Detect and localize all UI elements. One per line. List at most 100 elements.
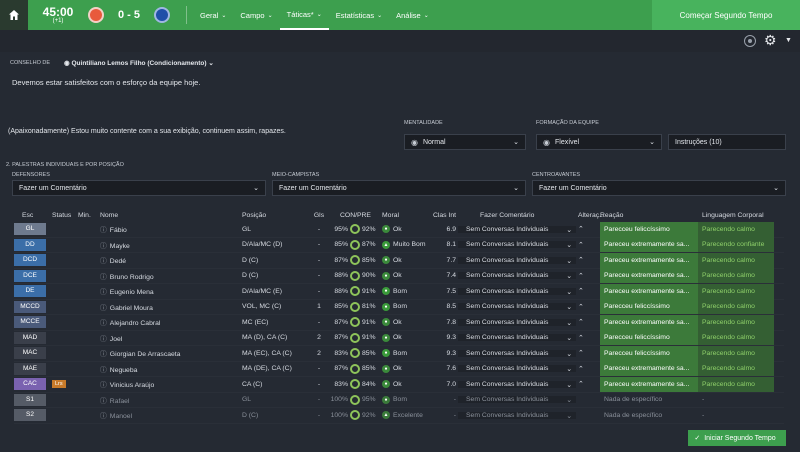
position-badge[interactable]: MAE — [14, 362, 46, 375]
table-row[interactable]: MCCD ⓘ Gabriel Moura VOL, MC (C) 1 85% 81% ● Bom… — [14, 299, 784, 315]
position-badge[interactable]: MCCD — [14, 300, 46, 313]
advisor-select[interactable]: ◉ Quintiliano Lemos Filho (Condicionamen… — [64, 59, 214, 67]
comment-select[interactable]: Sem Conversas Individuais ⌄ — [458, 380, 576, 389]
table-row[interactable]: MAE ⓘ Negueba MA (DE), CA (C) -87% 85% ● Ok 7.6 S… — [14, 361, 784, 377]
table-row[interactable]: MAD ⓘ Joel MA (D), CA (C) 2 87% 91% ● Ok 9.3 Sem C… — [14, 330, 784, 346]
table-row[interactable]: S2 ⓘ Manoel D (C) -100% 92% ▲ Excelente - Sem Con… — [14, 408, 784, 424]
player-name[interactable]: Giorgian De Arrascaeta — [109, 351, 181, 359]
comment-select[interactable]: Sem Conversas Individuais ⌄ — [458, 396, 576, 404]
position-badge[interactable]: DCD — [14, 254, 46, 267]
cell-posicao: VOL, MC (C) — [242, 303, 282, 311]
player-name[interactable]: Gabriel Moura — [109, 304, 153, 312]
table-row[interactable]: DE ⓘ Eugenio Mena D/Ala/MC (E) -88% 91% ● Bom 7.… — [14, 283, 784, 300]
info-icon[interactable]: ⓘ — [100, 413, 107, 421]
defenders-comment-select[interactable]: Fazer um Comentário ⌄ — [12, 180, 266, 196]
comment-select[interactable]: Sem Conversas Individuais ⌄ — [458, 303, 576, 311]
record-icon[interactable] — [744, 35, 756, 47]
info-icon[interactable]: ⓘ — [100, 227, 107, 235]
comment-select[interactable]: Sem Conversas Individuais ⌄ — [458, 287, 576, 296]
col-clas[interactable]: Clas Int — [432, 211, 456, 219]
info-icon[interactable]: ⓘ — [100, 289, 107, 297]
chevron-down-icon[interactable]: ▼ — [785, 37, 792, 44]
col-nome[interactable]: Nome — [100, 211, 119, 219]
change-icon: ⌃ — [578, 350, 584, 358]
position-badge[interactable]: S1 — [14, 393, 46, 406]
instructions-button[interactable]: Instruções (10) — [668, 134, 786, 150]
midfielders-comment-select[interactable]: Fazer um Comentário ⌄ — [272, 180, 526, 196]
col-status[interactable]: Status — [52, 211, 72, 219]
table-row[interactable]: MCCE ⓘ Alejandro Cabral MC (EC) -87% 91% ● Ok 7.… — [14, 314, 784, 331]
info-icon[interactable]: ⓘ — [100, 335, 107, 343]
col-reacao[interactable]: Reação — [600, 211, 624, 219]
info-icon[interactable]: ⓘ — [100, 242, 107, 250]
info-icon[interactable]: ⓘ — [100, 397, 107, 405]
player-name[interactable]: Mayke — [109, 242, 130, 250]
player-name[interactable]: Negueba — [109, 366, 138, 374]
comment-select[interactable]: Sem Conversas Individuais ⌄ — [458, 318, 576, 327]
col-con[interactable]: CON/PRE — [340, 211, 371, 219]
home-button[interactable] — [0, 0, 28, 30]
table-row[interactable]: DD ⓘ Mayke D/Ala/MC (D) -85% 87% ▲ Muito Bom 8.1… — [14, 237, 784, 253]
player-name[interactable]: Eugenio Mena — [109, 289, 154, 297]
nav-campo[interactable]: Campo ⌄ — [233, 0, 279, 30]
mentality-select[interactable]: ◉ Normal ⌄ — [404, 134, 526, 150]
info-icon[interactable]: ⓘ — [100, 351, 107, 359]
nav-taticas[interactable]: Táticas* ⌄ — [279, 0, 329, 30]
table-row[interactable]: DCD ⓘ Dedé D (C) -87% 85% ● Ok 7.7 Sem Conversas … — [14, 252, 784, 269]
table-row[interactable]: S1 ⓘ Rafael GL -100% 95% ● Bom - Sem Conversas In… — [14, 393, 784, 408]
cell-reacao: Parecceu feliccíssimo — [600, 221, 698, 237]
position-badge[interactable]: S2 — [14, 409, 46, 422]
comment-select[interactable]: Sem Conversas Individuais ⌄ — [458, 349, 576, 358]
position-badge[interactable]: DCE — [14, 269, 46, 282]
info-icon[interactable]: ⓘ — [100, 273, 107, 281]
info-icon[interactable]: ⓘ — [100, 382, 107, 390]
col-esc[interactable]: Esc — [22, 211, 34, 219]
comment-select[interactable]: Sem Conversas Individuais ⌄ — [458, 272, 576, 280]
position-badge[interactable]: MAD — [14, 331, 46, 344]
player-name[interactable]: Rafael — [109, 397, 130, 405]
comment-select[interactable]: Sem Conversas Individuais ⌄ — [458, 256, 576, 265]
info-icon[interactable]: ⓘ — [100, 320, 107, 328]
nav-geral[interactable]: Geral ⌄ — [193, 0, 233, 30]
player-name[interactable]: Dedé — [109, 258, 127, 266]
info-icon[interactable]: ⓘ — [100, 366, 107, 374]
player-name[interactable]: Manoel — [109, 413, 133, 421]
position-badge[interactable]: MAC — [14, 347, 46, 360]
comment-select[interactable]: Sem Conversas Individuais ⌄ — [458, 411, 576, 420]
comment-select[interactable]: Sem Conversas Individuais ⌄ — [458, 241, 576, 249]
position-badge[interactable]: CAC — [14, 378, 46, 391]
player-name[interactable]: Joel — [109, 335, 123, 343]
formation-select[interactable]: ◉ Flexível ⌄ — [536, 134, 662, 150]
position-badge[interactable]: DE — [14, 285, 46, 298]
col-fazer[interactable]: Fazer Comentário — [480, 211, 535, 219]
table-row[interactable]: MAC ⓘ Giorgian De Arrascaeta MA (EC), CA (C… — [14, 345, 784, 362]
col-alter[interactable]: Alteraç... — [578, 211, 605, 219]
table-row[interactable]: CAC Lrs ⓘ Vinicius Araújo CA (C) -83% 84% ● Ok 7.… — [14, 376, 784, 393]
comment-select[interactable]: Sem Conversas Individuais ⌄ — [458, 334, 576, 342]
player-name[interactable]: Fábio — [109, 227, 127, 235]
position-badge[interactable]: GL — [14, 223, 46, 236]
player-name[interactable]: Vinicius Araújo — [109, 382, 155, 390]
player-name[interactable]: Bruno Rodrigo — [109, 273, 154, 281]
start-second-half-button[interactable]: Começar Segundo Tempo — [652, 0, 800, 30]
col-moral[interactable]: Moral — [382, 211, 399, 219]
comment-select[interactable]: Sem Conversas Individuais ⌄ — [458, 365, 576, 373]
position-badge[interactable]: MCCE — [14, 316, 46, 329]
col-ling[interactable]: Linguagem Corporal — [702, 211, 764, 219]
gear-icon[interactable]: ⚙ — [764, 32, 777, 48]
start-second-half-bottom-button[interactable]: ✓ Iniciar Segundo Tempo — [688, 430, 786, 446]
position-badge[interactable]: DD — [14, 238, 46, 251]
comment-select[interactable]: Sem Conversas Individuais ⌄ — [458, 225, 576, 234]
player-name[interactable]: Alejandro Cabral — [109, 320, 161, 328]
info-icon[interactable]: ⓘ — [100, 304, 107, 312]
nav-analise[interactable]: Análise ⌄ — [389, 0, 436, 30]
nav-estatisticas[interactable]: Estatísticas ⌄ — [329, 0, 389, 30]
info-icon[interactable]: ⓘ — [100, 258, 107, 266]
table-row[interactable]: DCE ⓘ Bruno Rodrigo D (C) -88% 90% ● Ok 7.4 Sem C… — [14, 268, 784, 284]
midfielders-comment-value: Fazer um Comentário — [279, 184, 347, 192]
forwards-comment-select[interactable]: Fazer um Comentário ⌄ — [532, 180, 786, 196]
col-gls[interactable]: Gls — [313, 211, 325, 219]
table-row[interactable]: GL ⓘ Fábio GL -95% 92% ● Ok 6.9 Sem Conversas Ind… — [14, 221, 784, 238]
col-min[interactable]: Min. — [78, 211, 91, 219]
col-posicao[interactable]: Posição — [242, 211, 267, 219]
